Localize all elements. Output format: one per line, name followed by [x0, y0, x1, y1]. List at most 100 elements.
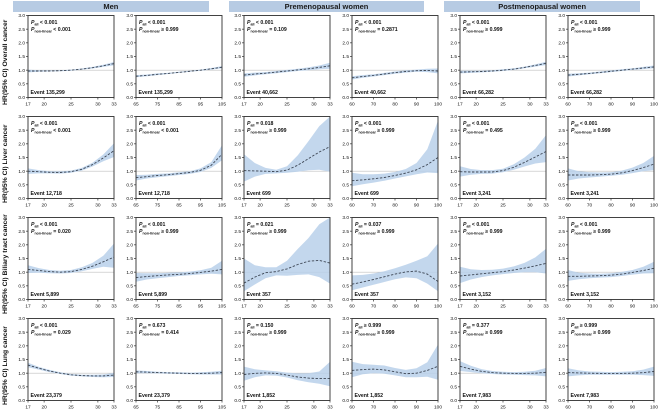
x-tick-label: 20 [41, 405, 47, 411]
y-tick-label: 0.5 [126, 183, 133, 189]
x-tick-label: 33 [543, 102, 549, 108]
spline-line [28, 150, 114, 173]
y-tick-label: 2.0 [558, 344, 565, 350]
event-count-label: Event 7,983 [463, 393, 492, 399]
spline-line [244, 65, 330, 76]
panel-border [567, 15, 655, 98]
y-tick-label: 2.0 [234, 41, 241, 47]
confidence-band [244, 116, 330, 182]
panel-border [135, 217, 223, 300]
y-tick-label: 1.5 [234, 54, 241, 60]
x-tick-label: 60 [349, 203, 355, 209]
x-tick-label: 85 [176, 203, 182, 209]
x-tick-label: 70 [371, 405, 377, 411]
panel-biliary-tract-cancer-postmenopausal-women-wc: 0.0 0.5 1.0 1.5 2.0 2.5 3.0 60 70 80 90 100 Pall < 0… [558, 215, 658, 310]
panel-border [567, 116, 655, 199]
x-tick-label: 80 [392, 203, 398, 209]
panel-border [459, 217, 547, 300]
y-tick-label: 0.5 [558, 385, 565, 391]
panel-lung-cancer-postmenopausal-women-wc: 0.0 0.5 1.0 1.5 2.0 2.5 3.0 60 70 80 90 100 Pall ≥ 0… [558, 316, 658, 411]
p-nonlinear-annotation: Pnon-linear ≥ 0.999 [571, 229, 611, 235]
y-tick-label: 0.0 [18, 196, 25, 202]
event-count-label: Event 23,379 [31, 393, 63, 399]
x-tick-label: 17 [241, 102, 247, 108]
event-count-label: Event 5,899 [139, 292, 168, 298]
panel-overall-cancer-premenopausal-women-bmi: 0.0 0.5 1.0 1.5 2.0 2.5 3.0 17 20 25 30 33 Pall < 0.… [234, 13, 333, 108]
y-tick-label: 0.5 [126, 385, 133, 391]
y-tick-label: 3.0 [342, 13, 349, 19]
y-tick-label: 1.0 [234, 169, 241, 175]
y-tick-label: 1.5 [342, 357, 349, 363]
y-tick-label: 0.5 [234, 82, 241, 88]
spline-line [568, 267, 654, 277]
x-tick-label: 20 [473, 405, 479, 411]
x-tick-label: 75 [155, 203, 161, 209]
y-tick-label: 1.5 [558, 256, 565, 262]
p-nonlinear-annotation: Pnon-linear ≥ 0.999 [247, 229, 287, 235]
x-tick-label: 100 [434, 405, 442, 411]
confidence-band [136, 260, 222, 282]
x-tick-label: 80 [608, 405, 614, 411]
x-tick-label: 20 [41, 102, 47, 108]
y-tick-label: 0.0 [234, 196, 241, 202]
x-tick-label: 30 [311, 405, 317, 411]
x-tick-label: 30 [527, 102, 533, 108]
y-tick-label: 0.5 [234, 385, 241, 391]
p-all-annotation: Pall < 0.001 [31, 121, 57, 127]
y-tick-label: 3.0 [234, 316, 241, 322]
y-tick-label: 1.5 [342, 256, 349, 262]
y-tick-label: 2.0 [234, 243, 241, 249]
panel-liver-cancer-men-wc: 0.0 0.5 1.0 1.5 2.0 2.5 3.0 65 75 85 95 105 Pall < 0… [126, 114, 226, 209]
panel-border [351, 318, 439, 401]
y-tick-label: 0.5 [342, 385, 349, 391]
p-nonlinear-annotation: Pnon-linear ≥ 0.999 [571, 330, 611, 336]
y-tick-label: 2.0 [18, 243, 25, 249]
y-tick-label: 0.5 [18, 385, 25, 391]
spline-line [352, 69, 438, 79]
x-tick-label: 80 [392, 102, 398, 108]
x-tick-label: 17 [457, 102, 463, 108]
x-tick-label: 80 [608, 304, 614, 310]
y-tick-label: 2.0 [18, 142, 25, 148]
p-all-annotation: Pall < 0.001 [31, 20, 57, 26]
x-tick-label: 17 [241, 405, 247, 411]
confidence-band [568, 155, 654, 181]
y-tick-label: 3.0 [450, 215, 457, 221]
y-tick-label: 2.0 [342, 344, 349, 350]
x-tick-label: 25 [68, 203, 74, 209]
confidence-band [244, 361, 330, 387]
p-all-annotation: Pall < 0.001 [571, 222, 597, 228]
y-tick-label: 0.0 [18, 95, 25, 101]
x-tick-label: 90 [630, 203, 636, 209]
y-tick-label: 2.5 [126, 27, 133, 33]
panel-biliary-tract-cancer-men-wc: 0.0 0.5 1.0 1.5 2.0 2.5 3.0 65 75 85 95 105 Pall < 0… [126, 215, 226, 309]
p-all-annotation: Pall = 0.021 [247, 222, 273, 228]
p-nonlinear-annotation: Pnon-linear ≥ 0.999 [463, 27, 503, 33]
p-all-annotation: Pall = 0.150 [247, 323, 273, 329]
x-tick-label: 70 [371, 203, 377, 209]
y-tick-label: 2.5 [558, 229, 565, 235]
y-tick-label: 2.5 [558, 330, 565, 336]
y-tick-label: 2.0 [342, 142, 349, 148]
x-tick-label: 60 [565, 102, 571, 108]
spline-line [244, 146, 330, 173]
y-tick-label: 2.5 [342, 330, 349, 336]
p-all-annotation: Pall < 0.001 [355, 121, 381, 127]
y-tick-label: 0.5 [450, 284, 457, 290]
confidence-band [568, 65, 654, 77]
x-tick-label: 100 [650, 304, 658, 310]
y-tick-label: 0.0 [450, 398, 457, 404]
p-nonlinear-annotation: Pnon-linear ≥ 0.999 [463, 330, 503, 336]
x-tick-label: 30 [311, 304, 317, 310]
y-tick-label: 2.5 [342, 229, 349, 235]
y-tick-label: 3.0 [18, 13, 25, 19]
y-tick-label: 3.0 [342, 215, 349, 221]
x-tick-label: 25 [500, 102, 506, 108]
y-tick-label: 2.5 [558, 27, 565, 33]
x-tick-label: 20 [41, 304, 47, 310]
x-tick-label: 30 [95, 203, 101, 209]
x-tick-label: 90 [630, 405, 636, 411]
x-tick-label: 60 [349, 304, 355, 310]
p-all-annotation: Pall < 0.001 [247, 20, 273, 26]
y-tick-label: 2.5 [234, 330, 241, 336]
